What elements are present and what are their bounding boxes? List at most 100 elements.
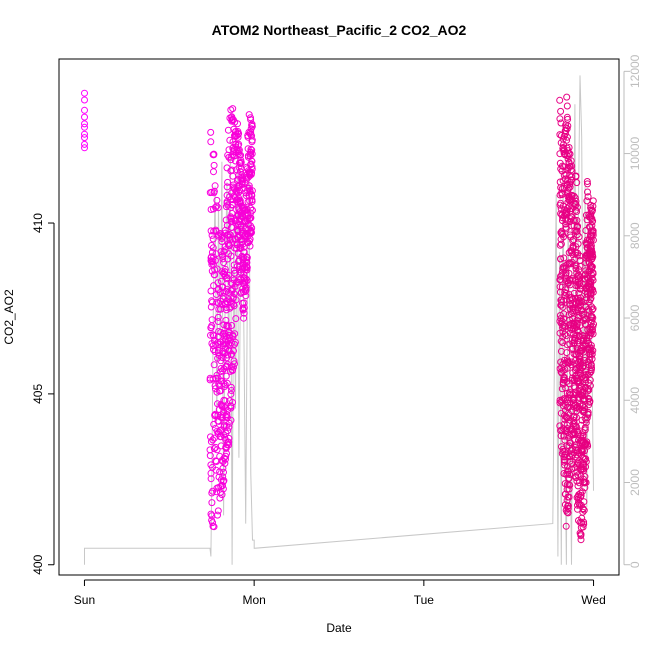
data-point: [222, 455, 229, 463]
data-point: [573, 179, 581, 187]
data-point: [576, 369, 584, 377]
data-point: [580, 465, 588, 473]
data-point: [210, 332, 218, 340]
data-point: [210, 168, 217, 176]
data-point: [222, 372, 230, 380]
data-point: [245, 128, 253, 136]
data-point: [234, 175, 242, 183]
data-point: [227, 153, 235, 161]
data-point: [208, 316, 216, 324]
data-point: [246, 188, 254, 196]
data-point: [243, 163, 250, 171]
data-point: [225, 146, 233, 154]
data-point: [568, 319, 576, 327]
data-point: [207, 324, 215, 332]
data-point: [225, 434, 233, 442]
data-point: [576, 379, 584, 386]
data-point: [574, 240, 582, 248]
data-point: [238, 226, 246, 234]
data-point: [208, 242, 215, 249]
data-point: [242, 225, 250, 233]
data-point: [573, 208, 581, 215]
data-point: [231, 269, 238, 277]
data-point: [216, 452, 224, 460]
data-point: [566, 481, 574, 489]
data-point: [223, 183, 231, 191]
data-point: [232, 315, 240, 323]
data-point: [209, 151, 217, 159]
data-point: [578, 392, 586, 400]
data-point: [576, 366, 584, 374]
data-point: [228, 350, 236, 358]
data-point: [560, 310, 568, 318]
data-point: [562, 127, 570, 135]
data-point: [589, 227, 597, 235]
data-point: [587, 261, 595, 269]
data-point: [238, 235, 246, 243]
data-point: [563, 152, 571, 160]
data-point: [227, 383, 235, 391]
data-point: [219, 478, 227, 486]
data-point: [563, 125, 571, 133]
data-point: [248, 136, 256, 144]
data-point: [583, 178, 591, 185]
data-point: [571, 384, 579, 392]
data-point: [224, 232, 232, 240]
x-tick-label: Tue: [414, 593, 435, 607]
data-point: [214, 313, 222, 321]
data-point: [580, 337, 588, 344]
data-point: [589, 270, 597, 278]
data-point: [218, 238, 226, 245]
y2-tick-label: 8000: [628, 222, 642, 249]
data-point: [207, 138, 215, 146]
data-point: [557, 255, 565, 263]
data-point: [248, 121, 256, 129]
data-point: [562, 225, 570, 233]
data-point: [227, 416, 235, 424]
y-tick-label: 405: [31, 384, 45, 404]
data-point: [226, 136, 234, 144]
data-point: [217, 305, 225, 313]
data-point: [584, 361, 592, 369]
data-point: [208, 516, 216, 524]
data-point: [563, 349, 571, 357]
data-point: [576, 294, 584, 302]
data-point: [221, 332, 228, 340]
data-point: [248, 198, 256, 206]
x-axis-label: Date: [326, 621, 352, 635]
data-point: [215, 380, 223, 388]
data-point: [575, 517, 582, 524]
altitude-line-layer: [84, 75, 594, 565]
data-point: [572, 413, 580, 421]
data-point: [574, 482, 582, 490]
data-point: [563, 133, 571, 141]
altitude-line-0: [84, 75, 594, 565]
data-point: [577, 536, 585, 544]
data-point: [567, 166, 575, 174]
data-point: [214, 318, 222, 325]
data-point: [242, 192, 250, 200]
data-point: [211, 410, 219, 418]
data-point: [233, 241, 241, 249]
data-point: [564, 399, 571, 407]
data-point: [574, 501, 581, 509]
data-point: [220, 379, 228, 387]
data-point: [221, 246, 229, 254]
data-point: [558, 298, 566, 306]
data-point: [579, 523, 587, 531]
data-point: [571, 388, 579, 396]
data-point: [573, 327, 581, 335]
data-point: [223, 362, 230, 370]
data-point: [217, 368, 224, 376]
data-point: [227, 215, 235, 223]
data-point: [573, 461, 581, 469]
data-point: [236, 187, 244, 195]
data-point: [589, 217, 597, 225]
data-point: [557, 240, 565, 248]
data-point: [236, 160, 244, 167]
data-point: [566, 305, 574, 313]
data-point: [563, 144, 571, 152]
data-point: [579, 344, 587, 352]
data-point: [573, 351, 581, 359]
data-point: [575, 491, 583, 499]
